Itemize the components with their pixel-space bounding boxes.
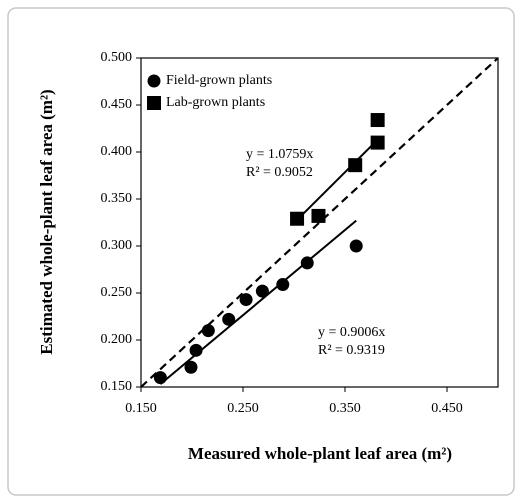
data-point — [370, 135, 385, 150]
y-tick-label: 0.500 — [101, 50, 133, 65]
legend-label: Lab-grown plants — [166, 95, 265, 110]
chart-frame — [7, 7, 515, 496]
trendline-annotation: y = 1.0759x — [246, 147, 313, 162]
data-point — [153, 371, 167, 385]
data-point — [222, 312, 236, 326]
legend-marker — [147, 74, 161, 88]
data-point — [201, 324, 215, 338]
identity-line — [140, 57, 499, 388]
y-tick-label: 0.300 — [101, 238, 133, 253]
data-point — [370, 113, 385, 128]
x-tick-label: 0.250 — [227, 401, 259, 416]
data-point — [311, 208, 326, 223]
data-point — [349, 239, 363, 253]
x-axis-title: Measured whole-plant leaf area (m²) — [188, 444, 452, 463]
data-point — [276, 278, 290, 292]
trendline — [159, 219, 357, 385]
y-tick-label: 0.250 — [101, 285, 133, 300]
data-point — [348, 158, 363, 173]
x-tick-label: 0.350 — [329, 401, 361, 416]
y-tick-label: 0.150 — [101, 379, 133, 394]
y-tick-label: 0.350 — [101, 191, 133, 206]
data-point — [300, 256, 314, 270]
x-tick-label: 0.450 — [431, 401, 463, 416]
y-tick-label: 0.200 — [101, 332, 133, 347]
x-tick-label: 0.150 — [125, 401, 157, 416]
y-tick-label: 0.400 — [101, 144, 133, 159]
legend-label: Field-grown plants — [166, 73, 272, 88]
data-point — [184, 360, 198, 374]
trendline-annotation: R² = 0.9319 — [318, 343, 385, 358]
legend-marker — [147, 96, 161, 110]
trendline-annotation: y = 0.9006x — [318, 325, 385, 340]
data-point — [290, 211, 305, 226]
data-point — [255, 284, 269, 298]
trendline-annotation: R² = 0.9052 — [246, 165, 313, 180]
y-tick-label: 0.450 — [101, 97, 133, 112]
data-point — [239, 293, 253, 307]
trendline — [296, 138, 379, 221]
y-axis-title: Estimated whole-plant leaf area (m²) — [37, 89, 56, 354]
data-point — [189, 343, 203, 357]
plot-frame — [140, 57, 499, 388]
